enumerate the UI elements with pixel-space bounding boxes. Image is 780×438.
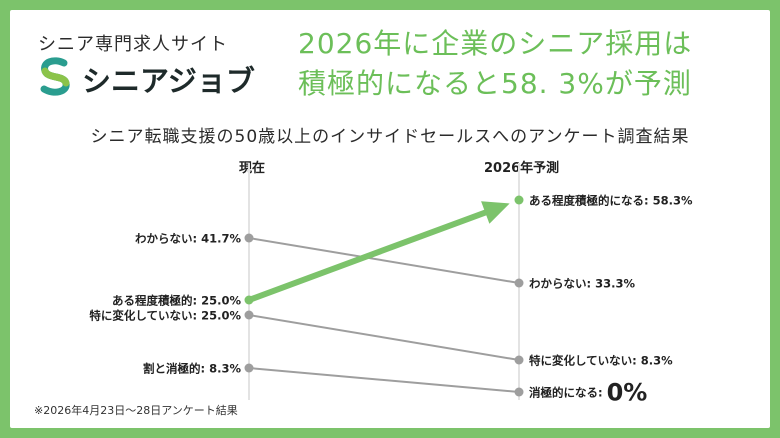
- label-start-1: ある程度積極的: 25.0%: [112, 294, 241, 308]
- series-line-2: [248, 314, 520, 361]
- series-point-end-2: [514, 355, 524, 365]
- series-line-0: [248, 237, 520, 284]
- label-end-3: 消極的になる: 0%: [529, 379, 647, 407]
- series-point-start-0: [244, 233, 254, 243]
- headline-line-1: 2026年に企業のシニア採用は: [298, 27, 693, 60]
- label-end-2: 特に変化していない: 8.3%: [529, 354, 673, 368]
- brand-name: シニアジョブ: [82, 64, 255, 98]
- headline: 2026年に企業のシニア採用は 積極的になると58. 3%が予測: [298, 24, 768, 104]
- survey-subtitle: シニア転職支援の50歳以上のインサイドセールスへのアンケート調査結果: [90, 127, 690, 147]
- series-point-end-0: [514, 278, 524, 288]
- column-header-forecast: 2026年予測: [484, 161, 560, 176]
- series-point-start-1: [244, 295, 254, 305]
- series-point-start-3: [244, 363, 254, 373]
- label-start-3: 割と消極的: 8.3%: [143, 362, 241, 376]
- series-point-end-3: [514, 387, 524, 397]
- infographic-card: シニア専門求人サイト シニアジョブ 2026年に企業のシニア採用は 積極的になる…: [10, 10, 770, 428]
- brand-subtitle: シニア専門求人サイト: [38, 34, 228, 55]
- label-end-1: ある程度積極的になる: 58.3%: [529, 194, 693, 208]
- label-end-0: わからない: 33.3%: [529, 277, 635, 291]
- label-start-0: わからない: 41.7%: [135, 232, 241, 246]
- label-start-2: 特に変化していない: 25.0%: [89, 309, 241, 323]
- headline-line-2: 積極的になると58. 3%が予測: [298, 67, 692, 100]
- series-point-start-2: [244, 310, 254, 320]
- series-line-1: [246, 209, 489, 303]
- footnote: ※2026年4月23日～28日アンケート結果: [34, 404, 238, 417]
- series-point-end-1: [514, 195, 524, 205]
- column-header-current: 現在: [239, 161, 266, 176]
- brand-s-mark-icon: [40, 57, 70, 96]
- series-arrowhead-1: [481, 201, 510, 224]
- series-line-3: [248, 367, 520, 393]
